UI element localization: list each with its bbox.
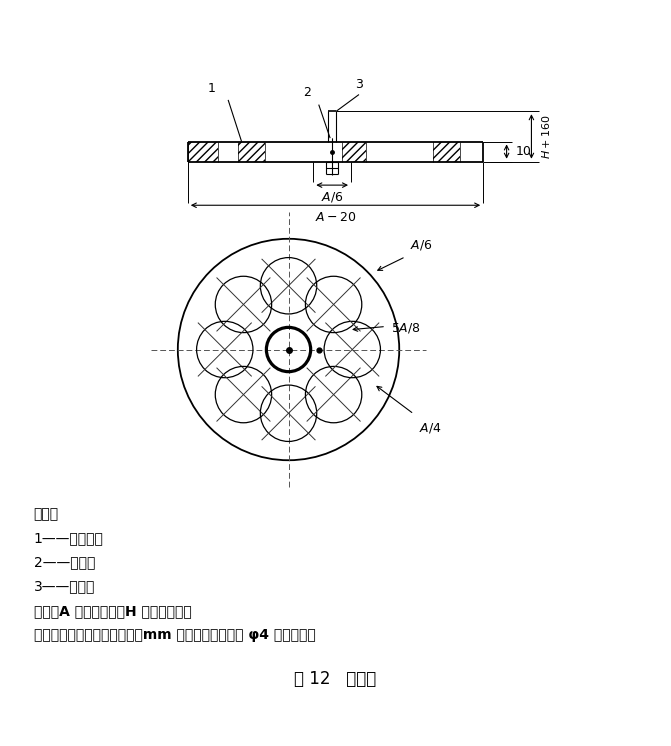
Text: $A/6$: $A/6$ bbox=[321, 190, 344, 204]
Text: 3——拉手。: 3——拉手。 bbox=[34, 580, 95, 594]
Text: 2: 2 bbox=[303, 87, 311, 99]
Text: 注２：零件材料：搅拌盘用１mm 铝板制作，拉手用 φ4 不锈钢杆。: 注２：零件材料：搅拌盘用１mm 铝板制作，拉手用 φ4 不锈钢杆。 bbox=[34, 628, 315, 642]
Bar bbox=[238, 142, 265, 162]
Text: $A/6$: $A/6$ bbox=[410, 238, 432, 252]
Text: 注１：A 为铝锅内径；H 为铝锅深度。: 注１：A 为铝锅内径；H 为铝锅深度。 bbox=[34, 604, 191, 618]
Text: 10: 10 bbox=[515, 145, 531, 158]
Text: 1: 1 bbox=[207, 81, 215, 95]
Text: $A/4$: $A/4$ bbox=[419, 421, 442, 435]
Text: 说明：: 说明： bbox=[34, 507, 58, 521]
Text: $5A/8$: $5A/8$ bbox=[391, 321, 420, 335]
Text: 1——搅拌片；: 1——搅拌片； bbox=[34, 531, 103, 545]
Bar bbox=[433, 142, 460, 162]
Text: $A-20$: $A-20$ bbox=[315, 210, 356, 224]
Bar bbox=[342, 142, 366, 162]
Text: 3: 3 bbox=[355, 78, 363, 91]
Text: 2——螺母；: 2——螺母； bbox=[34, 556, 95, 569]
Text: 图 12   搅拌器: 图 12 搅拌器 bbox=[295, 670, 376, 688]
Bar bbox=[188, 142, 218, 162]
Text: $H+160$: $H+160$ bbox=[540, 114, 552, 159]
